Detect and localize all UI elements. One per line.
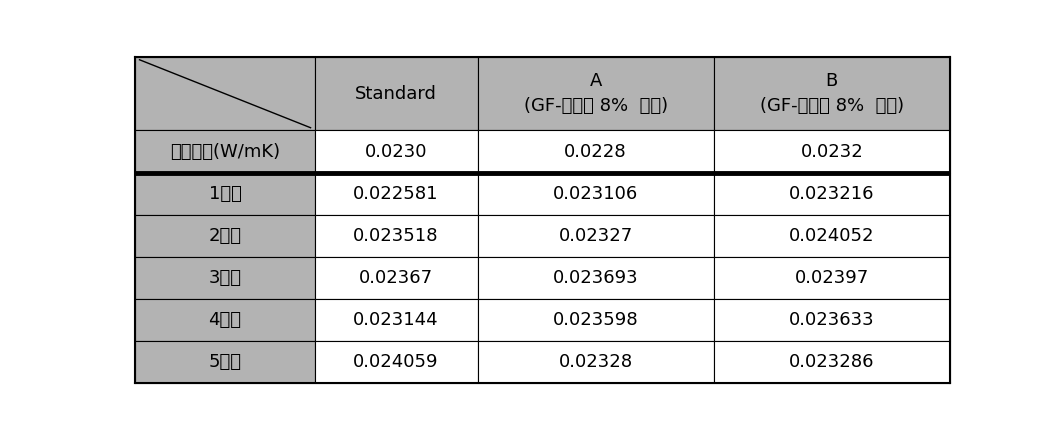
- Text: 0.023286: 0.023286: [789, 353, 874, 371]
- Text: 열전도율(W/mK): 열전도율(W/mK): [170, 143, 281, 161]
- Bar: [477, 57, 714, 130]
- Text: 0.023598: 0.023598: [553, 311, 638, 329]
- Text: 0.024059: 0.024059: [353, 353, 439, 371]
- Bar: [314, 215, 477, 257]
- Text: 0.02327: 0.02327: [558, 227, 633, 245]
- Text: 0.0232: 0.0232: [801, 143, 863, 161]
- Bar: [136, 215, 314, 257]
- Bar: [714, 173, 950, 215]
- Bar: [314, 173, 477, 215]
- Bar: [136, 299, 314, 341]
- Bar: [477, 341, 714, 383]
- Bar: [714, 341, 950, 383]
- Bar: [477, 130, 714, 173]
- Bar: [477, 173, 714, 215]
- Bar: [314, 130, 477, 173]
- Text: 0.0230: 0.0230: [365, 143, 428, 161]
- Bar: [314, 257, 477, 299]
- Text: 0.02328: 0.02328: [558, 353, 633, 371]
- Bar: [714, 257, 950, 299]
- Bar: [477, 257, 714, 299]
- Text: Standard: Standard: [355, 85, 437, 103]
- Text: 0.02367: 0.02367: [359, 269, 433, 287]
- Bar: [136, 173, 314, 215]
- Text: 5주차: 5주차: [208, 353, 242, 371]
- Text: 0.022581: 0.022581: [353, 185, 439, 203]
- Bar: [136, 341, 314, 383]
- Text: 0.023106: 0.023106: [553, 185, 638, 203]
- Text: 2주차: 2주차: [208, 227, 242, 245]
- Bar: [314, 57, 477, 130]
- Text: 0.023633: 0.023633: [789, 311, 874, 329]
- Text: 4주차: 4주차: [208, 311, 242, 329]
- Bar: [314, 299, 477, 341]
- Text: 0.0228: 0.0228: [564, 143, 627, 161]
- Bar: [136, 57, 314, 130]
- Text: 0.02397: 0.02397: [795, 269, 869, 287]
- Bar: [714, 215, 950, 257]
- Bar: [714, 130, 950, 173]
- Text: B
(GF-폴리올 8%  첨가): B (GF-폴리올 8% 첨가): [760, 72, 904, 115]
- Bar: [477, 215, 714, 257]
- Text: 1주차: 1주차: [208, 185, 242, 203]
- Text: 0.024052: 0.024052: [789, 227, 874, 245]
- Text: A
(GF-폴리올 8%  첨가): A (GF-폴리올 8% 첨가): [523, 72, 667, 115]
- Text: 3주차: 3주차: [208, 269, 242, 287]
- Text: 0.023144: 0.023144: [353, 311, 439, 329]
- Text: 0.023693: 0.023693: [553, 269, 638, 287]
- Bar: [714, 299, 950, 341]
- Bar: [714, 57, 950, 130]
- Text: 0.023518: 0.023518: [353, 227, 439, 245]
- Bar: [477, 299, 714, 341]
- Text: 0.023216: 0.023216: [789, 185, 874, 203]
- Bar: [136, 130, 314, 173]
- Bar: [136, 257, 314, 299]
- Bar: [314, 341, 477, 383]
